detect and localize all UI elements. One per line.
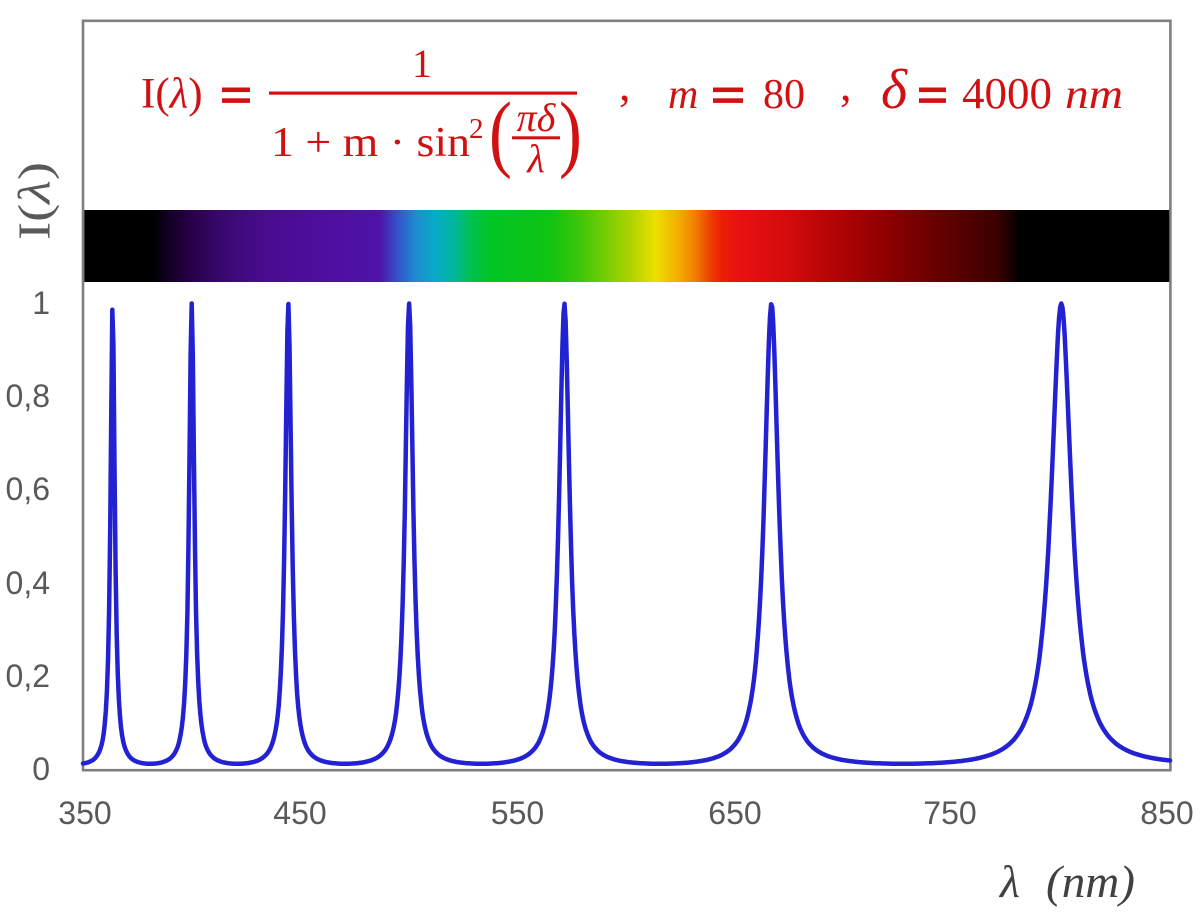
svg-text:80: 80: [763, 72, 805, 118]
svg-text:0,4: 0,4: [6, 565, 50, 601]
svg-text:λ: λ: [526, 136, 544, 181]
svg-text:1: 1: [32, 285, 50, 321]
svg-text:I(λ): I(λ): [141, 71, 203, 118]
svg-text:850: 850: [1140, 795, 1193, 831]
svg-text:λ: λ: [998, 856, 1020, 907]
svg-text:2: 2: [469, 113, 484, 145]
svg-text:nm: nm: [1065, 72, 1123, 118]
svg-text:m: m: [668, 72, 698, 118]
svg-text:): ): [559, 85, 582, 180]
svg-text:(: (: [489, 85, 512, 180]
svg-text:450: 450: [273, 795, 326, 831]
svg-text:πδ: πδ: [517, 95, 557, 140]
svg-text:δ: δ: [881, 59, 908, 121]
svg-text:,: ,: [619, 59, 631, 110]
svg-text:0,2: 0,2: [6, 658, 50, 694]
svg-text:0: 0: [32, 751, 50, 787]
svg-text:650: 650: [708, 795, 761, 831]
svg-text:550: 550: [491, 795, 544, 831]
svg-text:350: 350: [58, 795, 111, 831]
svg-text:0,6: 0,6: [6, 471, 50, 507]
svg-text:I(λ): I(λ): [9, 162, 60, 240]
svg-text:750: 750: [923, 795, 976, 831]
svg-text:0,8: 0,8: [6, 378, 50, 414]
svg-text:,: ,: [840, 59, 852, 110]
svg-text:1 + m · sin: 1 + m · sin: [271, 120, 470, 166]
svg-text:(nm): (nm): [1046, 856, 1135, 907]
svg-text:1: 1: [412, 41, 432, 86]
svg-text:4000: 4000: [962, 69, 1052, 118]
